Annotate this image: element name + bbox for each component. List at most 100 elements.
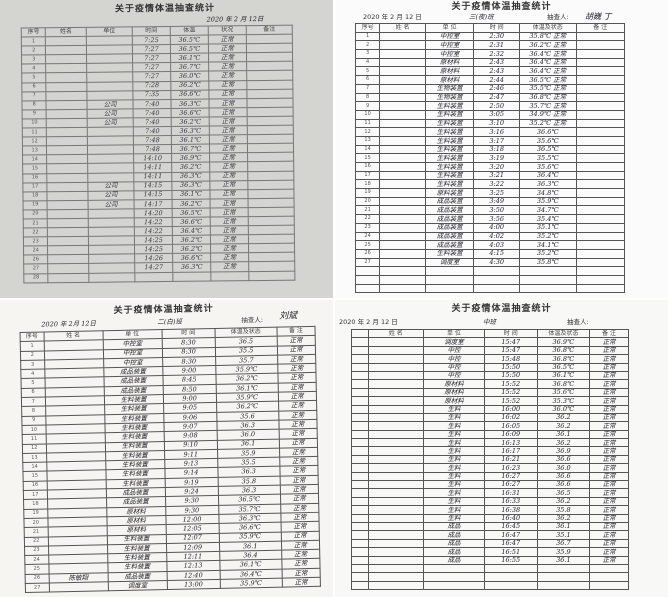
cell-temp: 36.2℃ <box>170 80 209 91</box>
cell-note: 正常 <box>589 387 629 398</box>
cell-temp-status: 36.2 <box>536 496 591 507</box>
cell-unit: 生料 <box>423 421 485 431</box>
cell-temp: 36.3℃ <box>172 262 211 272</box>
cell-name <box>379 135 426 146</box>
cell-no <box>351 454 369 465</box>
cell-no: 24 <box>23 245 48 256</box>
cell-name <box>45 54 87 65</box>
cell-note <box>575 214 626 224</box>
cell-time <box>134 271 173 282</box>
sheet: 关于疫情体温抽查统计 2020 年 2 月 12日 序号 姓名 单位 时间 体温 状况 备注… <box>0 0 333 298</box>
cell-temp-status: 36.8℃ <box>536 354 591 364</box>
cell-temp-status: 36.1 <box>536 555 591 565</box>
cell-unit: 生料 <box>423 404 485 414</box>
cell-temp-status: 36.6℃ <box>519 127 577 137</box>
table-row: 生料 16:31 36.5 正常 <box>351 488 629 498</box>
cell-unit <box>86 90 134 101</box>
cell-name <box>367 396 425 406</box>
cell-no: 7 <box>21 91 47 101</box>
table-row <box>351 580 629 591</box>
cell-no: 7 <box>354 83 381 94</box>
cell-note: 正常 <box>589 396 629 406</box>
cell-note <box>589 580 629 591</box>
cell-time: 16:45 <box>483 521 538 532</box>
table-row: 1 中控室 2:30 35.8℃ 正常 <box>354 31 626 42</box>
cell-no: 13 <box>354 135 381 146</box>
cell-note <box>575 188 626 198</box>
cell-unit: 公司 <box>87 190 135 201</box>
cell-unit <box>86 81 133 91</box>
table-row: 生料 16:33 36.2 正常 <box>351 496 629 507</box>
table-row: 12 生料装置 3:16 36.6℃ <box>354 127 626 137</box>
cell-time: 2:30 <box>473 31 521 42</box>
cell-no: 12 <box>22 443 47 454</box>
cell-temp-status: 35.6℃ <box>536 387 591 398</box>
cell-name <box>367 454 425 465</box>
cell-no: 15 <box>354 153 381 163</box>
table-row: 5 原材料 2:43 36.4℃ 正常 <box>354 66 626 77</box>
cell-unit: 生料 <box>423 463 485 473</box>
column-header: 体温及状态 <box>519 23 577 33</box>
cell-temp-status: 35.2℃ <box>519 231 577 242</box>
cell-no: 16 <box>22 173 48 183</box>
cell-no: 27 <box>354 257 381 268</box>
cell-status: 正常 <box>209 162 248 172</box>
cell-status: 正常 <box>208 71 247 81</box>
cell-temp-status: 35.9℃ <box>519 196 577 207</box>
cell-unit: 生料装置 <box>424 101 475 111</box>
cell-unit: 中控 <box>423 345 485 356</box>
cell-unit: 中控室 <box>424 40 475 51</box>
cell-name <box>379 283 426 294</box>
cell-temp-status: 34.7℃ <box>519 205 577 216</box>
cell-note <box>575 231 626 242</box>
cell-temp-status: 36.9℃ <box>536 337 591 347</box>
cell-no <box>351 412 369 423</box>
cell-name <box>367 387 425 398</box>
cell-time: 3:10 <box>473 118 521 129</box>
cell-status: 正常 <box>209 171 248 181</box>
cell-temp-status: 36.6 <box>536 480 591 490</box>
table-row: 成品 16:51 35.9 正常 <box>351 547 629 557</box>
cell-status: 正常 <box>208 34 247 45</box>
table-row: 27 调度室 4:30 35.8℃ <box>354 257 626 268</box>
cell-no: 20 <box>23 209 48 219</box>
cell-unit: 成品 <box>423 521 485 532</box>
cell-no: 3 <box>20 359 45 370</box>
cell-temp: 36.5℃ <box>170 35 209 45</box>
column-header: 单 位 <box>423 328 485 339</box>
cell-no <box>351 572 369 582</box>
cell-unit <box>88 263 135 273</box>
cell-no: 25 <box>24 564 49 575</box>
cell-time <box>483 563 538 574</box>
cell-time: 14:22 <box>134 226 173 236</box>
cell-unit: 原料装置 <box>424 188 475 198</box>
cell-status: 正常 <box>210 262 249 272</box>
cell-time: 3:25 <box>473 188 521 198</box>
cell-temp-status: 36.9 <box>536 446 591 456</box>
cell-time: 16:23 <box>483 463 538 473</box>
cell-time: 14:17 <box>134 199 173 209</box>
cell-name <box>379 274 426 285</box>
cell-note <box>247 179 294 190</box>
cell-unit <box>424 274 475 285</box>
cell-time: 16:02 <box>483 412 538 423</box>
cell-name <box>46 100 88 110</box>
cell-note <box>246 107 294 117</box>
cell-no <box>351 370 369 381</box>
cell-name <box>367 496 425 507</box>
photo-sheet-top-left: 关于疫情体温抽查统计 2020 年 2 月 12日 序号 姓名 单位 时间 体温 状况 备注… <box>0 0 333 298</box>
cell-name <box>367 547 425 557</box>
table-row <box>354 283 626 294</box>
cell-time: 15:52 <box>483 379 538 389</box>
cell-time: 3:22 <box>473 179 521 190</box>
cell-name <box>379 31 426 42</box>
cell-temp-status: 35.6℃ <box>519 162 577 172</box>
cell-unit: 成品装置 <box>424 222 475 233</box>
cell-temp: 36.2℃ <box>172 235 211 245</box>
cell-time: 2:43 <box>473 57 521 68</box>
cell-name <box>379 231 426 242</box>
sheet-shift: 三(夜)班 <box>469 13 494 21</box>
photo-sheet-bottom-left: 关于疫情体温抽查统计 2020 年 2月 12日 二(白)班 抽查人: 刘斌 序… <box>0 300 333 597</box>
cell-name <box>367 429 425 440</box>
cell-no: 10 <box>22 118 47 129</box>
